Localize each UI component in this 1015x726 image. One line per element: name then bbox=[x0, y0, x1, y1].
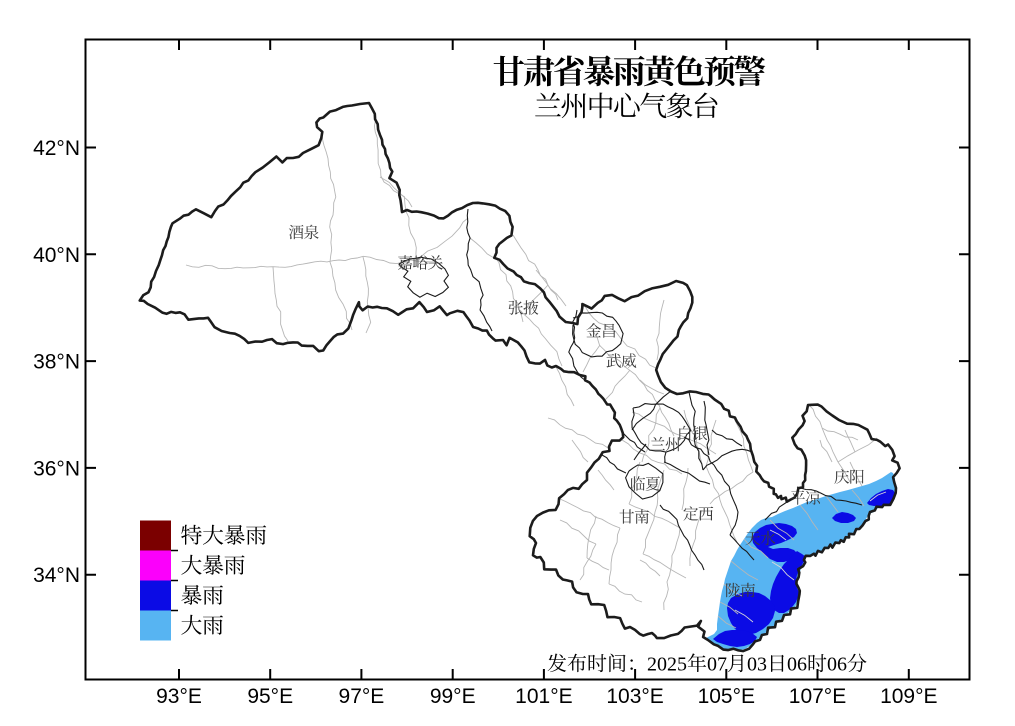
svg-text:93°E: 93°E bbox=[156, 685, 202, 708]
svg-text:06: 06 bbox=[787, 654, 807, 676]
svg-text:42°N: 42°N bbox=[33, 137, 80, 160]
svg-text:36°N: 36°N bbox=[33, 457, 80, 480]
svg-text:95°E: 95°E bbox=[247, 685, 293, 708]
svg-text:103°E: 103°E bbox=[606, 685, 663, 708]
svg-text:38°N: 38°N bbox=[33, 351, 80, 374]
svg-text:40°N: 40°N bbox=[33, 244, 80, 267]
svg-text:97°E: 97°E bbox=[339, 685, 385, 708]
svg-text:03: 03 bbox=[747, 654, 767, 676]
svg-text:07: 07 bbox=[707, 654, 727, 676]
svg-text:109°E: 109°E bbox=[880, 685, 937, 708]
svg-text:105°E: 105°E bbox=[698, 685, 755, 708]
svg-text:101°E: 101°E bbox=[515, 685, 572, 708]
svg-text:107°E: 107°E bbox=[789, 685, 846, 708]
svg-text:34°N: 34°N bbox=[33, 564, 80, 587]
svg-text:99°E: 99°E bbox=[430, 685, 476, 708]
svg-text:2025: 2025 bbox=[647, 654, 687, 676]
svg-text:06: 06 bbox=[827, 654, 847, 676]
